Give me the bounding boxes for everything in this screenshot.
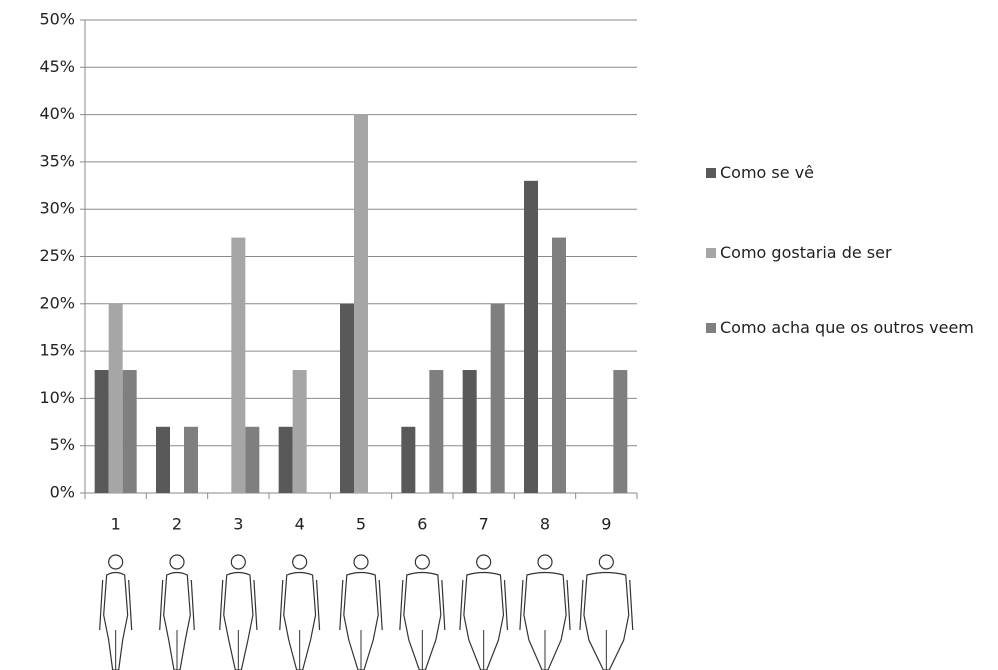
figure-arm xyxy=(399,579,404,631)
y-tick-label: 10% xyxy=(39,388,75,407)
bar xyxy=(613,370,628,493)
y-tick-label: 25% xyxy=(39,246,75,265)
bar xyxy=(156,426,170,493)
legend-label: Como acha que os outros veem xyxy=(720,318,974,337)
figure-arm xyxy=(159,579,164,631)
figure-arm xyxy=(99,579,104,631)
y-tick-label: 20% xyxy=(39,293,75,312)
figure-body xyxy=(343,571,379,670)
figure-arm xyxy=(579,579,584,631)
figure-arm xyxy=(279,579,284,631)
figure-head xyxy=(292,554,308,570)
legend-label: Como se vê xyxy=(720,163,814,182)
figure-icon xyxy=(399,554,446,670)
x-tick-label: 4 xyxy=(295,515,305,534)
bar xyxy=(429,370,444,493)
bar xyxy=(524,180,538,493)
bar xyxy=(231,237,246,493)
figure-arm xyxy=(566,579,571,631)
y-tick-label: 35% xyxy=(39,151,75,170)
legend-item: Como acha que os outros veem xyxy=(706,315,996,341)
y-tick-label: 30% xyxy=(39,199,75,218)
figure-body xyxy=(463,571,505,670)
legend-item: Como se vê xyxy=(706,160,996,186)
x-tick-label: 6 xyxy=(417,515,427,534)
bar xyxy=(340,303,354,493)
y-tick-label: 40% xyxy=(39,104,75,123)
figure-body xyxy=(403,571,442,670)
figure-arm xyxy=(629,579,634,631)
figure-icon xyxy=(579,554,634,670)
figure-head xyxy=(476,554,492,570)
figure-head xyxy=(537,554,553,570)
legend-swatch xyxy=(706,248,716,258)
figure-icon xyxy=(339,554,383,670)
x-tick-label: 7 xyxy=(479,515,489,534)
figure-head xyxy=(108,554,124,570)
figure-arm xyxy=(253,579,258,631)
figure-arm xyxy=(190,579,195,631)
bar xyxy=(122,370,137,493)
figure-icon xyxy=(459,554,509,670)
bar xyxy=(245,426,260,493)
bar xyxy=(184,426,198,493)
figure-arm xyxy=(519,579,524,631)
x-tick-label: 9 xyxy=(601,515,611,534)
figure-body xyxy=(163,571,191,670)
figure-body xyxy=(283,571,317,670)
bar xyxy=(278,426,293,493)
bar xyxy=(462,370,477,493)
legend-swatch xyxy=(706,323,716,333)
figure-arm xyxy=(441,579,446,631)
legend-swatch xyxy=(706,168,716,178)
figure-icon xyxy=(99,554,133,670)
y-tick-label: 15% xyxy=(39,341,75,360)
bar xyxy=(490,303,505,493)
figure-head xyxy=(169,554,185,570)
y-tick-label: 0% xyxy=(50,483,75,502)
y-tick-label: 45% xyxy=(39,57,75,76)
bar xyxy=(401,426,416,493)
figure-arm xyxy=(128,579,133,631)
y-tick-label: 50% xyxy=(39,10,75,29)
figure-body xyxy=(223,571,254,670)
figure-head xyxy=(230,554,246,570)
figure-arm xyxy=(503,579,509,631)
figure-arm xyxy=(459,579,464,631)
figure-body xyxy=(103,571,129,670)
legend-item: Como gostaria de ser xyxy=(706,240,996,266)
figure-head xyxy=(598,554,614,570)
x-tick-label: 3 xyxy=(233,515,243,534)
x-tick-label: 5 xyxy=(356,515,366,534)
x-tick-label: 1 xyxy=(111,515,121,534)
figure-icon xyxy=(159,554,195,670)
figure-body xyxy=(583,571,630,670)
x-tick-label: 2 xyxy=(172,515,182,534)
bar xyxy=(354,114,368,493)
figure-arm xyxy=(315,579,321,631)
bar xyxy=(94,370,109,493)
figure-icon xyxy=(219,554,258,670)
figure-icon xyxy=(279,554,321,670)
y-tick-label: 5% xyxy=(50,435,75,454)
legend-label: Como gostaria de ser xyxy=(720,243,892,262)
bar xyxy=(552,237,566,493)
bar xyxy=(108,303,123,493)
figure-head xyxy=(414,554,430,570)
figure-arm xyxy=(378,579,383,631)
figure-icon xyxy=(519,554,571,670)
x-tick-label: 8 xyxy=(540,515,550,534)
figure-arm xyxy=(219,579,224,631)
figure-body xyxy=(523,571,567,670)
figure-arm xyxy=(339,579,344,631)
figure-head xyxy=(353,554,369,570)
bar xyxy=(292,370,307,493)
